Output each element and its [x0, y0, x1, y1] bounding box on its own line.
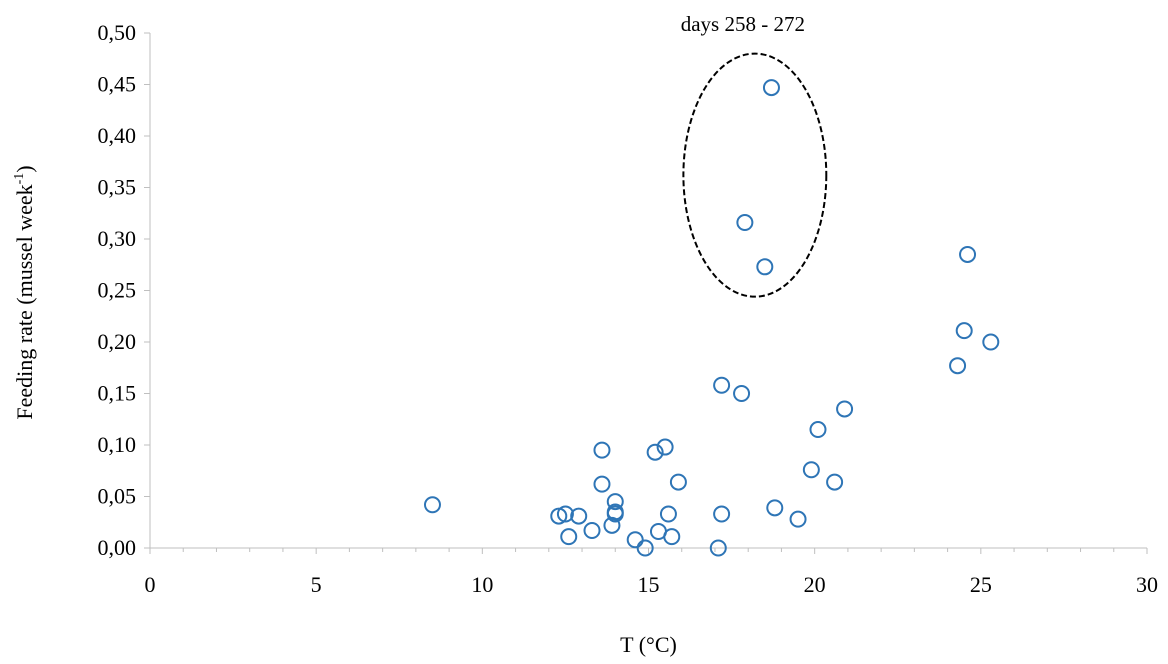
x-tick-label: 30	[1136, 572, 1158, 597]
x-tick-label: 15	[638, 572, 660, 597]
x-tick-label: 0	[145, 572, 156, 597]
data-point	[593, 441, 611, 459]
data-point	[606, 493, 624, 511]
data-point	[560, 528, 578, 546]
y-axis-title-tail: )	[12, 165, 37, 172]
y-tick-label: 0,25	[98, 278, 137, 303]
x-tick-labels: 0 5 10 15 20 25 30	[145, 572, 1159, 597]
annotation-label: days 258 - 272	[681, 12, 805, 36]
data-point	[570, 507, 588, 525]
y-tick-label: 0,05	[98, 484, 137, 509]
x-tick-label: 10	[471, 572, 493, 597]
y-tick-label: 0,20	[98, 329, 137, 354]
data-point	[593, 475, 611, 493]
data-point	[789, 510, 807, 528]
x-tick-label: 20	[804, 572, 826, 597]
data-points	[423, 79, 1000, 557]
data-point	[826, 473, 844, 491]
data-point	[713, 505, 731, 523]
y-tick-label: 0,45	[98, 72, 137, 97]
data-point	[836, 400, 854, 418]
data-point	[646, 443, 664, 461]
data-point	[606, 505, 624, 523]
data-point	[669, 473, 687, 491]
data-point	[809, 421, 827, 439]
y-tick-label: 0,15	[98, 381, 137, 406]
data-point	[550, 507, 568, 525]
y-tick-labels: 0,00 0,05 0,10 0,15 0,20 0,25 0,30 0,35 0,40 0,45…	[98, 20, 137, 560]
y-axis-title-superscript: -1	[12, 173, 27, 185]
data-point	[756, 258, 774, 276]
y-tick-label: 0,00	[98, 535, 137, 560]
data-point	[663, 528, 681, 546]
x-axis-title: T (°C)	[620, 632, 677, 657]
y-tick-label: 0,30	[98, 226, 137, 251]
data-point	[766, 499, 784, 517]
y-tick-label: 0,40	[98, 123, 137, 148]
data-point	[583, 521, 601, 539]
data-point	[733, 385, 751, 402]
y-axis-title-main: Feeding rate (mussel week	[12, 184, 37, 419]
data-point	[709, 539, 727, 557]
y-tick-label: 0,35	[98, 175, 137, 200]
y-axis-title: Feeding rate (mussel week-1)	[12, 165, 37, 419]
highlight-ellipse	[682, 52, 828, 298]
y-tick-label: 0,10	[98, 432, 137, 457]
y-tick-label: 0,50	[98, 20, 137, 45]
data-point	[626, 531, 644, 549]
data-point	[656, 438, 674, 456]
data-point	[423, 496, 441, 514]
data-point	[982, 333, 1000, 351]
data-point	[949, 357, 967, 375]
data-point	[713, 376, 731, 394]
data-point	[955, 322, 973, 340]
x-tick-label: 5	[311, 572, 322, 597]
x-tick-label: 25	[970, 572, 992, 597]
data-point	[556, 505, 574, 523]
data-point	[659, 505, 677, 523]
x-tick-marks	[149, 548, 1148, 554]
data-point	[636, 539, 654, 557]
data-point	[802, 461, 820, 479]
data-point	[959, 245, 977, 263]
data-point	[736, 214, 754, 232]
y-tick-marks	[144, 32, 150, 549]
data-point	[762, 79, 780, 97]
